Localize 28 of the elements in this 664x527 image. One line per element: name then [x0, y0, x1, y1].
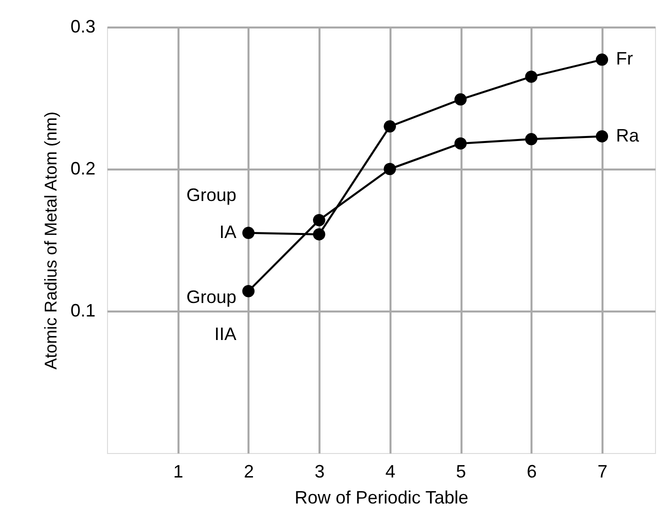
annotation: Fr: [616, 48, 633, 69]
x-tick-label: 6: [526, 462, 537, 482]
x-tick-label: 7: [597, 462, 608, 482]
point: [525, 133, 538, 146]
series-label: Group IA: [186, 184, 236, 242]
point: [313, 228, 326, 240]
point: [454, 137, 467, 150]
series-label: Group IIA: [186, 287, 236, 344]
point: [313, 214, 326, 226]
y-tick-label: 0.1: [70, 300, 96, 320]
point: [454, 93, 467, 106]
x-tick-label: 2: [244, 462, 254, 482]
point: [384, 162, 396, 176]
point: [384, 120, 396, 133]
x-tick-label: 5: [456, 462, 466, 482]
point: [242, 226, 255, 240]
y-axis-title: Atomic Radius of Metal Atom (nm): [41, 112, 60, 370]
x-tick-label: 4: [385, 462, 396, 482]
x-tick-label: 1: [173, 462, 184, 482]
point: [596, 54, 608, 66]
x-tick-label: 3: [314, 462, 325, 482]
annotation: Ra: [616, 125, 640, 146]
point: [596, 130, 608, 142]
x-axis-title: Row of Periodic Table: [294, 488, 468, 508]
y-tick-label: 0.2: [70, 158, 96, 178]
point: [525, 70, 538, 83]
point: [242, 285, 255, 298]
y-tick-label: 0.3: [70, 16, 96, 36]
